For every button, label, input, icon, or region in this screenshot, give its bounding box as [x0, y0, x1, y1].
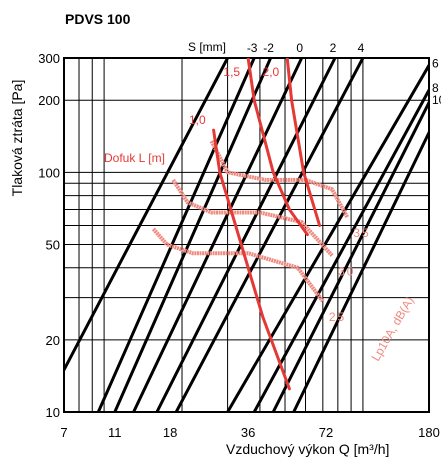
- y-tick-label: 20: [46, 333, 60, 348]
- x-axis-label: Vzduchový výkon Q [m³/h]: [226, 441, 389, 457]
- plot-frame: [63, 57, 430, 413]
- setting-line: [292, 129, 429, 412]
- setting-axis-label: S [mm]: [188, 40, 226, 54]
- throw-curve: [212, 128, 291, 391]
- y-tick-label: 10: [46, 405, 60, 420]
- noise-curve: [171, 178, 334, 257]
- noise-legend-label: Lp10A, dB(A): [368, 294, 416, 363]
- setting-line: [64, 58, 230, 372]
- throw-curve: [246, 58, 309, 237]
- x-tick-label: 11: [108, 425, 122, 440]
- setting-line: [252, 87, 429, 412]
- setting-line-label: 8: [432, 81, 439, 95]
- x-tick-label: 180: [418, 425, 440, 440]
- y-axis-label: Tlaková ztráta [Pa]: [9, 80, 25, 197]
- setting-line: [174, 58, 365, 412]
- throw-curve-label: 1,5: [223, 65, 240, 79]
- noise-curve: [209, 140, 350, 219]
- y-tick-label: 100: [38, 165, 60, 180]
- setting-line: [226, 62, 429, 412]
- throw-curve-label: 2,0: [263, 65, 280, 79]
- throw-curve: [285, 58, 322, 227]
- noise-curve-label: 25: [329, 310, 346, 324]
- y-tick-label: 200: [38, 93, 60, 108]
- x-tick-label: 18: [163, 425, 177, 440]
- setting-line-label: 6: [432, 56, 439, 70]
- setting-line-label: -2: [263, 41, 274, 55]
- y-tick-label: 300: [38, 51, 60, 66]
- setting-line-label: 10: [432, 93, 441, 107]
- setting-line: [132, 58, 304, 412]
- noise-curve-label: 30: [338, 264, 355, 278]
- setting-line-label: 0: [296, 41, 303, 55]
- horizontal-gridlines: [64, 99, 429, 341]
- setting-line: [155, 58, 337, 412]
- x-tick-label: 36: [241, 425, 255, 440]
- x-tick-label: 7: [60, 425, 67, 440]
- setting-line: [113, 58, 273, 412]
- throw-curve-label: 1,0: [189, 113, 206, 127]
- throw-legend-label: Dofuk L [m]: [104, 151, 165, 165]
- setting-line-label: -3: [247, 41, 258, 55]
- y-tick-label: 50: [46, 237, 60, 252]
- x-tick-label: 72: [319, 425, 333, 440]
- noise-curve-label: 35: [353, 226, 370, 240]
- setting-line-label: 2: [330, 41, 337, 55]
- noise-curve: [151, 227, 325, 303]
- chart-title: PDVS 100: [65, 11, 131, 27]
- setting-line-label: 4: [358, 41, 365, 55]
- setting-line: [96, 58, 256, 412]
- setting-line: [271, 99, 429, 412]
